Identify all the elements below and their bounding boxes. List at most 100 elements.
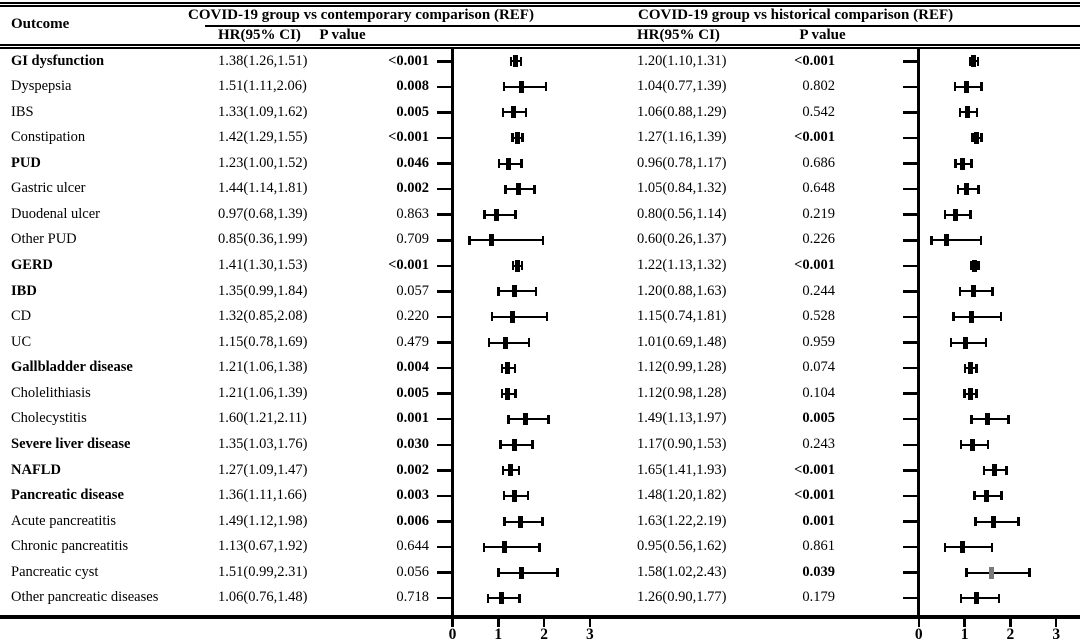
hr-point-marker	[523, 413, 529, 426]
hr-point-marker	[505, 362, 511, 375]
table-row: Severe liver disease 1.35(1.03,1.76) 0.0…	[0, 432, 1080, 458]
row-axis-tick	[903, 85, 919, 89]
hr-point-marker	[488, 234, 494, 247]
row-axis-tick	[437, 366, 453, 370]
hr-point-marker	[984, 489, 990, 502]
ci-cap-low	[486, 593, 490, 603]
hr-ci-value-historical: 1.12(0.99,1.28)	[637, 359, 727, 376]
hr-ci-value-historical: 1.22(1.13,1.32)	[637, 257, 727, 274]
header-bottom-rule	[0, 44, 1080, 49]
ci-line	[497, 290, 537, 293]
group-header-rule	[205, 25, 1080, 27]
p-value-header-contemporary: P value	[319, 27, 366, 43]
ci-cap-low	[497, 286, 500, 296]
outcome-label: Cholelithiasis	[11, 384, 91, 401]
ci-line	[950, 341, 987, 344]
hr-ci-value-contemporary: 1.13(0.67,1.92)	[218, 538, 308, 555]
ci-cap-high	[984, 338, 988, 348]
p-value-historical: 0.179	[802, 589, 835, 606]
hr-ci-value-historical: 1.27(1.16,1.39)	[637, 129, 727, 146]
ci-cap-low	[500, 363, 504, 373]
ci-cap-high	[1000, 491, 1003, 501]
outcome-label: GERD	[11, 257, 53, 274]
p-value-historical: <0.001	[794, 52, 835, 69]
ci-line	[970, 418, 1010, 421]
hr-point-marker	[510, 106, 516, 119]
outcome-label: NAFLD	[11, 461, 61, 478]
p-value-historical: 0.802	[802, 78, 835, 95]
hr-point-marker	[515, 183, 521, 196]
ci-cap-low	[949, 338, 953, 348]
row-axis-tick	[437, 111, 453, 114]
p-value-historical: 0.039	[802, 563, 835, 580]
ci-cap-low	[970, 414, 973, 424]
hr-ci-value-historical: 1.04(0.77,1.39)	[637, 78, 727, 95]
x-axis-tick	[451, 617, 454, 627]
row-axis-tick	[437, 290, 453, 293]
ci-cap-low	[970, 261, 973, 271]
group-header-contemporary: COVID-19 group vs contemporary compariso…	[188, 7, 534, 23]
x-axis-tick	[917, 617, 921, 627]
hr-point-marker	[510, 310, 516, 323]
hr-ci-value-historical: 1.26(0.90,1.77)	[637, 589, 727, 606]
ci-cap-high	[531, 440, 534, 450]
ci-cap-high	[526, 491, 530, 501]
hr-point-marker	[971, 55, 977, 68]
p-value-historical: 0.219	[802, 205, 835, 222]
x-axis-tick	[542, 617, 546, 627]
outcome-label: Duodenal ulcer	[11, 205, 100, 222]
table-row: Duodenal ulcer 0.97(0.68,1.39) 0.863 0.8…	[0, 202, 1080, 228]
hr-point-marker	[959, 541, 965, 554]
table-row: GI dysfunction 1.38(1.26,1.51) <0.001 1.…	[0, 49, 1080, 75]
ci-cap-high	[547, 414, 550, 424]
p-value-contemporary: 0.005	[396, 384, 429, 401]
ci-line	[503, 520, 544, 523]
outcome-label: IBD	[11, 282, 37, 299]
p-value-historical: 0.244	[802, 282, 835, 299]
row-axis-tick	[437, 469, 453, 472]
row-axis-tick	[437, 341, 453, 344]
ci-cap-high	[975, 363, 978, 373]
p-value-contemporary: 0.718	[396, 589, 429, 606]
hr-ci-value-historical: 1.17(0.90,1.53)	[637, 436, 727, 453]
ci-cap-high	[521, 133, 524, 143]
hr-point-marker	[506, 157, 512, 170]
group-header-historical: COVID-19 group vs historical comparison …	[638, 7, 954, 23]
ci-line	[930, 239, 982, 242]
ci-cap-low	[959, 440, 963, 450]
outcome-label: UC	[11, 333, 32, 350]
ci-cap-low	[501, 107, 505, 117]
row-axis-tick	[437, 520, 453, 523]
hr-ci-value-contemporary: 1.51(1.11,2.06)	[218, 78, 307, 95]
p-value-contemporary: 0.006	[396, 512, 429, 529]
ci-cap-high	[1017, 517, 1020, 526]
ci-cap-low	[958, 286, 962, 296]
p-value-historical: 0.226	[802, 231, 835, 248]
ci-cap-high	[534, 286, 538, 296]
p-value-contemporary: 0.057	[396, 282, 429, 299]
ci-cap-low	[971, 133, 974, 143]
ci-cap-low	[965, 568, 968, 578]
row-axis-tick	[437, 264, 453, 268]
hr-ci-value-contemporary: 1.42(1.29,1.55)	[218, 129, 308, 146]
row-axis-tick	[437, 85, 453, 89]
ci-cap-high	[969, 210, 972, 220]
row-axis-tick	[903, 290, 919, 293]
ci-cap-low	[943, 210, 947, 220]
row-axis-tick	[437, 239, 453, 242]
ci-cap-high	[976, 56, 980, 66]
ci-cap-high	[975, 389, 978, 399]
hr-point-marker	[519, 566, 525, 579]
ci-cap-low	[511, 261, 515, 271]
ci-cap-high	[538, 542, 541, 552]
row-axis-tick	[903, 443, 919, 447]
hr-ci-header-historical: HR(95% CI)	[637, 27, 720, 43]
ci-cap-low	[507, 414, 510, 424]
outcome-label: Pancreatic disease	[11, 487, 124, 504]
row-axis-tick	[437, 187, 453, 191]
p-value-contemporary: 0.004	[396, 359, 429, 376]
table-row: CD 1.32(0.85,2.08) 0.220 1.15(0.74,1.81)…	[0, 304, 1080, 330]
table-row: Other pancreatic diseases 1.06(0.76,1.48…	[0, 585, 1080, 611]
ci-cap-high	[520, 261, 524, 271]
p-value-contemporary: <0.001	[388, 257, 429, 274]
